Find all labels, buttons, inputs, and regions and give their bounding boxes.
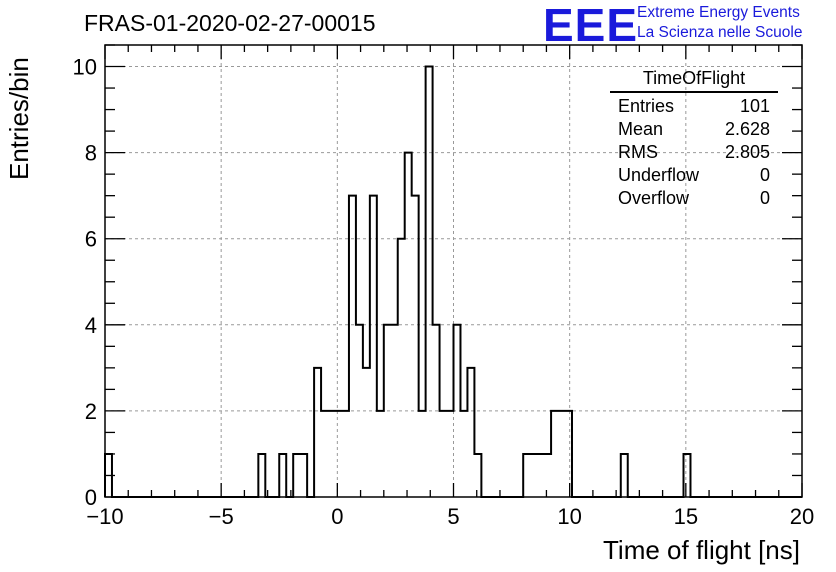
logo-caption: Extreme Energy Events La Scienza nelle S… [637, 3, 802, 43]
stats-row-mean: Mean 2.628 [610, 118, 778, 141]
stats-value: 0 [759, 188, 770, 208]
y-axis-label: Entries/bin [4, 57, 34, 180]
axis-tick-labels: −10 −5 0 5 10 15 20 0 2 4 6 8 10 [73, 55, 815, 529]
x-tick-label: 20 [790, 504, 814, 529]
eee-logo: EEE [543, 0, 639, 51]
logo-caption-line2: La Scienza nelle Scuole [637, 24, 803, 41]
stats-row-underflow: Underflow 0 [610, 164, 778, 187]
x-tick-label: 15 [674, 504, 698, 529]
y-tick-label: 6 [85, 227, 97, 252]
stats-value: 0 [759, 165, 770, 185]
x-axis-label: Time of flight [ns] [603, 535, 800, 565]
stats-label: Mean [618, 119, 664, 139]
y-tick-label: 4 [85, 313, 97, 338]
x-tick-label: −5 [209, 504, 234, 529]
stats-title: TimeOfFlight [610, 68, 778, 93]
stats-label: Entries [618, 96, 675, 116]
y-tick-label: 0 [85, 485, 97, 510]
y-tick-label: 10 [73, 55, 97, 80]
x-tick-label: −10 [86, 504, 123, 529]
chart-title: FRAS-01-2020-02-27-00015 [84, 10, 376, 36]
stats-label: Underflow [618, 165, 700, 185]
axis-ticks [104, 44, 803, 498]
stats-value: 101 [739, 96, 770, 116]
stats-box: TimeOfFlight Entries 101 Mean 2.628 RMS … [610, 68, 778, 210]
x-tick-label: 10 [557, 504, 581, 529]
y-tick-label: 8 [85, 141, 97, 166]
x-tick-label: 0 [331, 504, 343, 529]
stats-row-rms: RMS 2.805 [610, 141, 778, 164]
stats-row-overflow: Overflow 0 [610, 187, 778, 210]
stats-label: RMS [618, 142, 658, 162]
stats-label: Overflow [618, 188, 690, 208]
stats-value: 2.805 [724, 142, 770, 162]
x-tick-label: 5 [447, 504, 459, 529]
y-tick-label: 2 [85, 399, 97, 424]
logo-caption-line1: Extreme Energy Events [637, 4, 800, 21]
stats-value: 2.628 [724, 119, 770, 139]
stats-row-entries: Entries 101 [610, 95, 778, 118]
